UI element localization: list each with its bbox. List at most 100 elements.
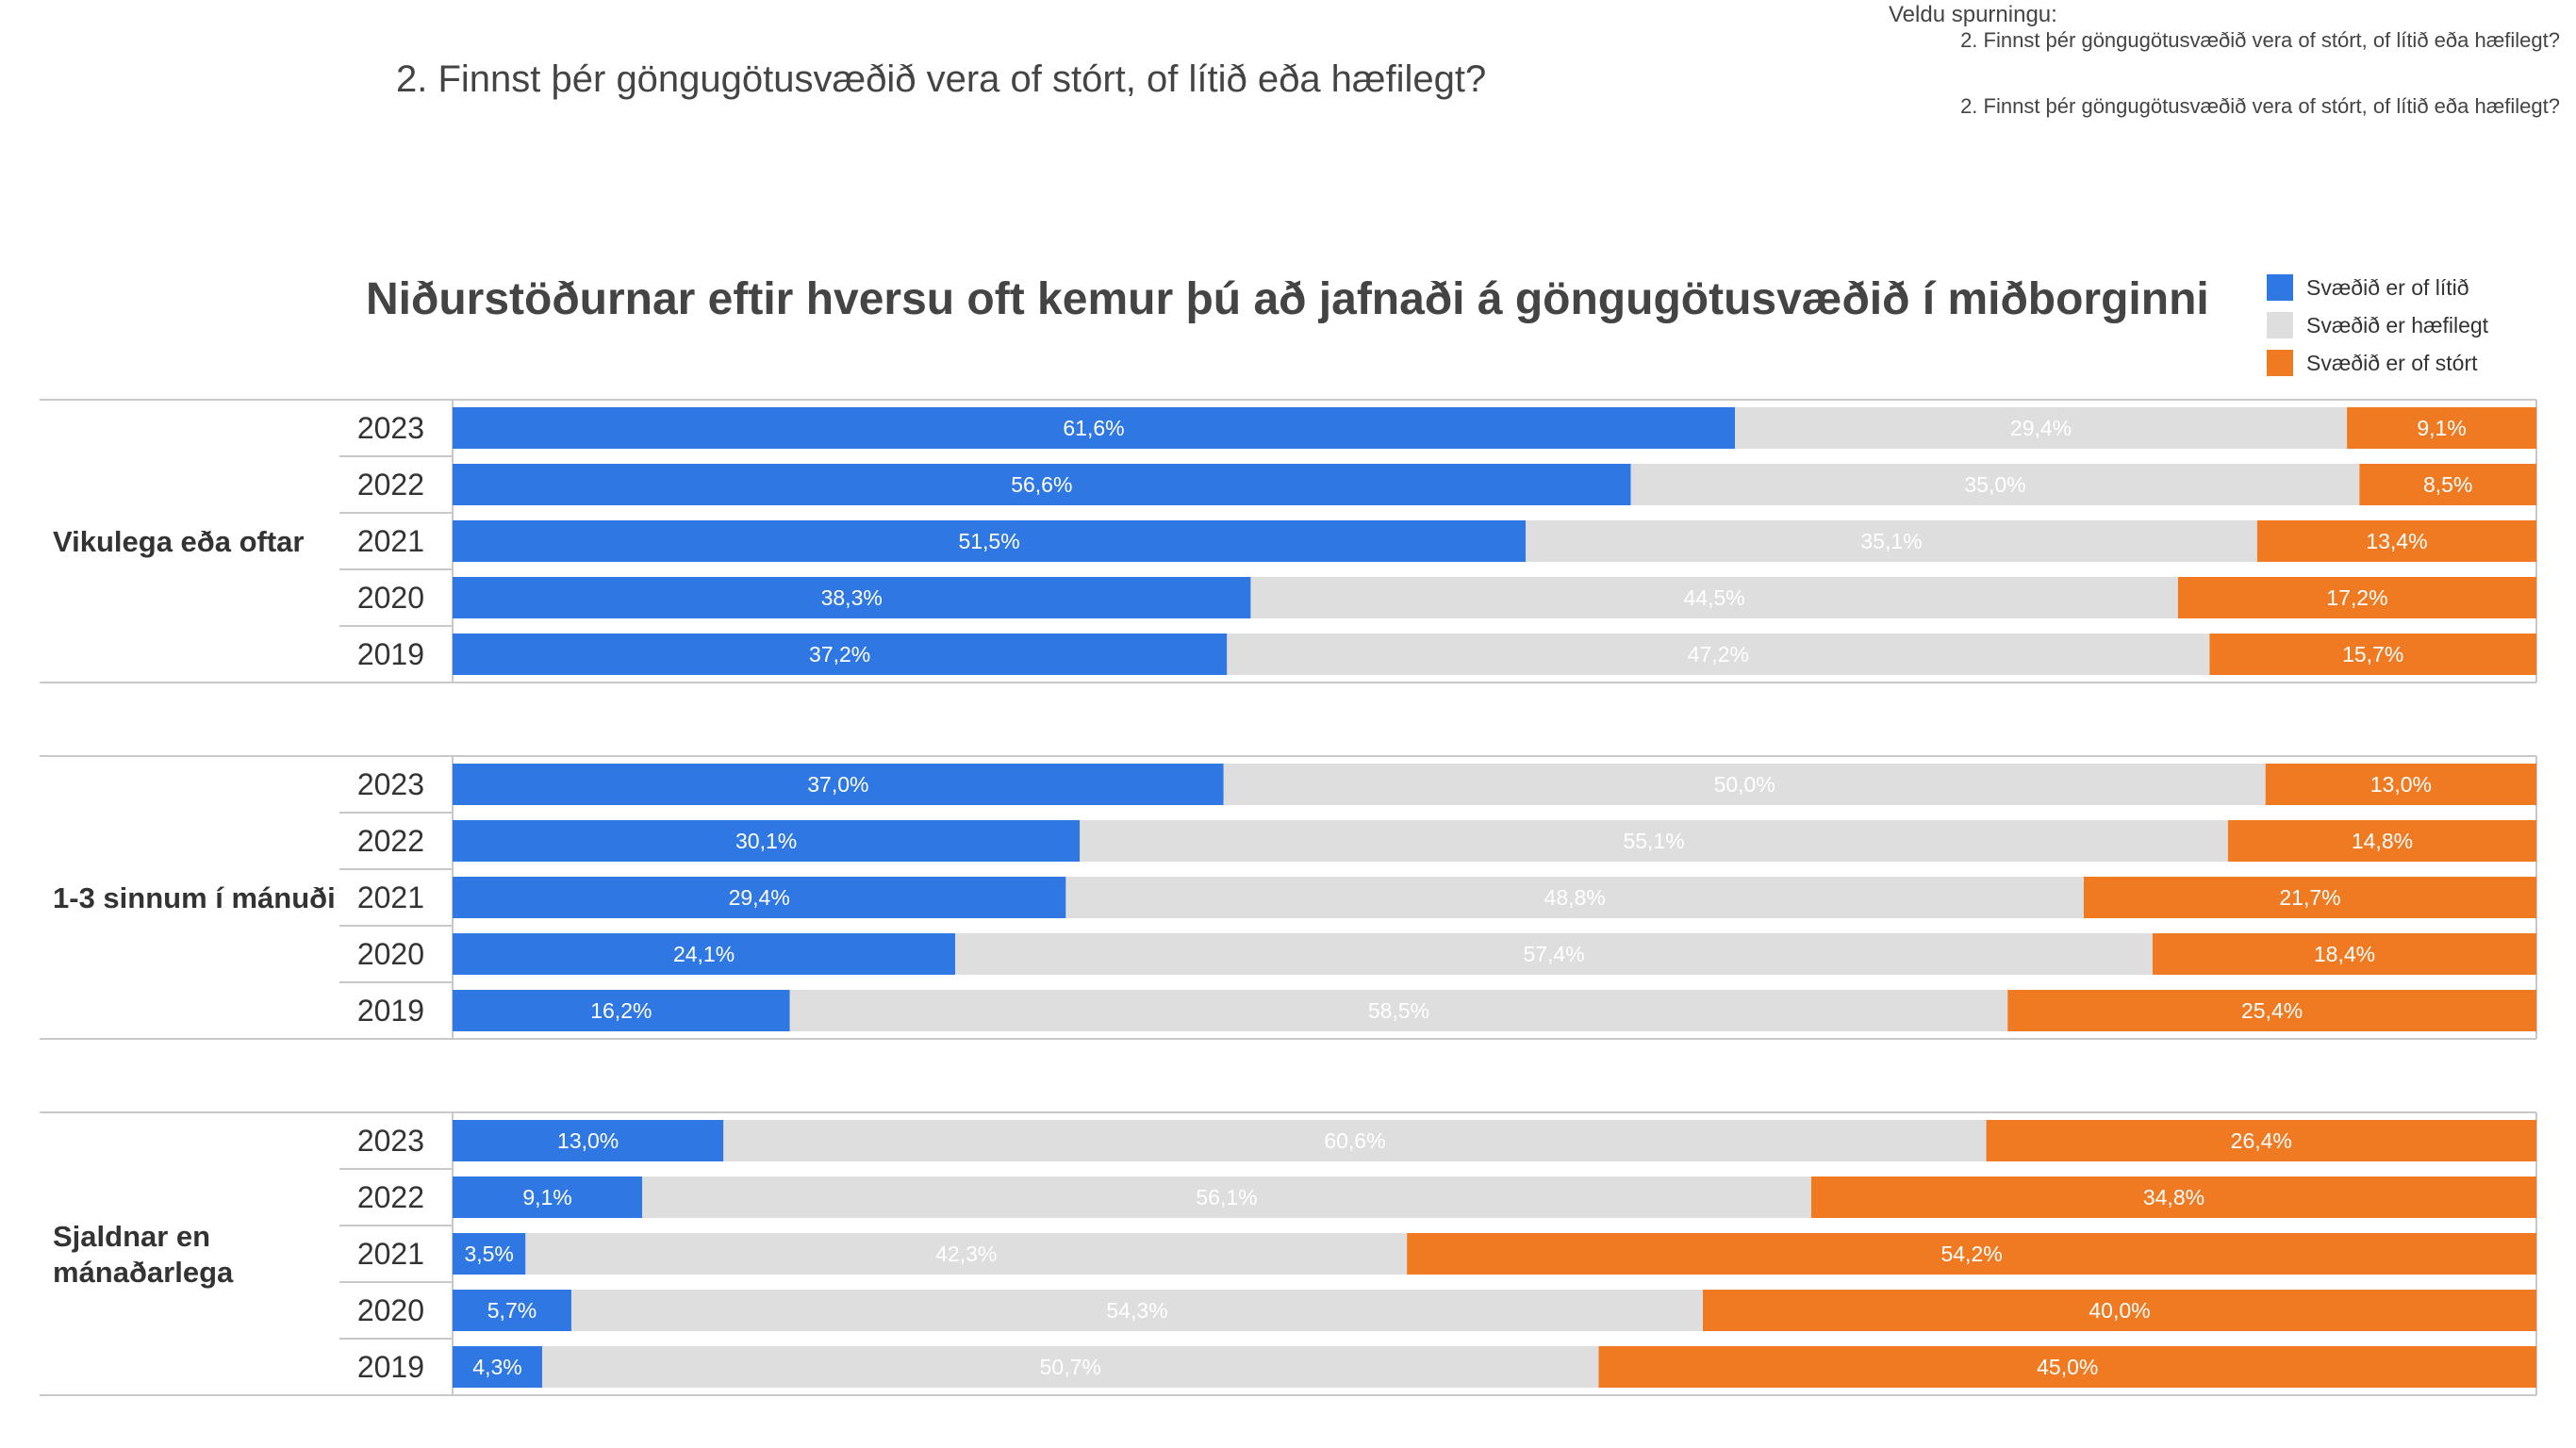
data-label: 18,4% <box>2314 942 2375 966</box>
data-label: 42,3% <box>935 1242 997 1266</box>
bar-segment-stort <box>2177 577 2536 618</box>
question-option[interactable]: 2. Finnst þér göngugötusvæðið vera of st… <box>1960 94 2560 118</box>
data-label: 34,8% <box>2143 1185 2204 1209</box>
legend-item-haefilegt[interactable]: Svæðið er hæfilegt <box>2267 306 2488 344</box>
data-label: 60,6% <box>1324 1128 1385 1153</box>
bar-segment-litid <box>453 877 1066 918</box>
bar-segment-stort <box>2083 877 2536 918</box>
bar-segment-litid <box>453 1120 724 1161</box>
bar-segment-haefilegt <box>1227 634 2210 675</box>
question-selector[interactable]: Veldu spurningu: 2. Finnst þér göngugötu… <box>1889 2 2560 119</box>
bar-segment-haefilegt <box>723 1120 1987 1161</box>
year-label: 2023 <box>357 411 424 445</box>
bar-segment-haefilegt <box>1223 764 2266 805</box>
data-label: 21,7% <box>2279 885 2340 910</box>
bar-segment-haefilegt <box>1065 877 2084 918</box>
bar-segment-stort <box>2209 634 2536 675</box>
chart-legend: Svæðið er of lítið Svæðið er hæfilegt Sv… <box>2267 269 2488 382</box>
bar-segment-haefilegt <box>789 990 2008 1031</box>
data-label: 16,2% <box>590 998 652 1023</box>
legend-swatch-gray <box>2267 312 2293 338</box>
question-heading: 2. Finnst þér göngugötusvæðið vera of st… <box>396 58 1487 100</box>
legend-item-stort[interactable]: Svæðið er of stórt <box>2267 344 2488 382</box>
bar-segment-haefilegt <box>525 1233 1408 1275</box>
data-label: 13,4% <box>2366 529 2427 553</box>
legend-swatch-orange <box>2267 350 2293 376</box>
data-label: 8,5% <box>2423 472 2472 497</box>
data-label: 54,2% <box>1940 1242 2002 1266</box>
bar-segment-stort <box>2265 764 2536 805</box>
year-label: 2023 <box>357 1124 424 1158</box>
year-label: 2022 <box>357 468 424 502</box>
chart-title: Niðurstöðurnar eftir hversu oft kemur þú… <box>366 274 2209 324</box>
bar-segment-litid <box>453 634 1228 675</box>
bar-segment-haefilegt <box>1630 464 2360 505</box>
bar-segment-haefilegt <box>542 1346 1599 1388</box>
data-label: 47,2% <box>1688 642 1749 666</box>
data-label: 44,5% <box>1684 585 1745 610</box>
data-label: 17,2% <box>2326 585 2387 610</box>
bar-segment-litid <box>453 1290 571 1331</box>
data-label: 50,7% <box>1040 1355 1101 1379</box>
bar-segment-stort <box>1810 1176 2536 1218</box>
data-label: 29,4% <box>2010 416 2072 440</box>
bar-segment-haefilegt <box>955 933 2153 975</box>
data-label: 48,8% <box>1544 885 1606 910</box>
data-label: 51,5% <box>958 529 1019 553</box>
bar-segment-stort <box>2227 820 2536 862</box>
data-label: 9,1% <box>2417 416 2466 440</box>
year-label: 2023 <box>357 767 424 801</box>
bar-segment-stort <box>1986 1120 2536 1161</box>
year-label: 2019 <box>357 994 424 1028</box>
bar-segment-stort <box>1407 1233 2536 1275</box>
bar-segment-litid <box>453 1233 526 1275</box>
group-label: mánaðarlega <box>53 1256 234 1289</box>
bar-segment-litid <box>453 407 1735 449</box>
data-label: 55,1% <box>1623 829 1684 853</box>
data-label: 13,0% <box>557 1128 619 1153</box>
year-label: 2020 <box>357 581 424 615</box>
legend-item-litid[interactable]: Svæðið er of lítið <box>2267 269 2488 306</box>
data-label: 35,0% <box>1964 472 2025 497</box>
data-label: 30,1% <box>735 829 797 853</box>
bar-segment-stort <box>2359 464 2536 505</box>
data-label: 5,7% <box>487 1298 537 1323</box>
bar-segment-haefilegt <box>1735 407 2348 449</box>
data-label: 57,4% <box>1523 942 1584 966</box>
bar-segment-litid <box>453 577 1251 618</box>
legend-label: Svæðið er of lítið <box>2306 274 2469 300</box>
data-label: 37,2% <box>809 642 870 666</box>
data-label: 35,1% <box>1860 529 1922 553</box>
data-label: 25,4% <box>2241 998 2303 1023</box>
year-label: 2022 <box>357 824 424 858</box>
data-label: 9,1% <box>522 1185 571 1209</box>
data-label: 56,1% <box>1196 1185 1257 1209</box>
year-label: 2021 <box>357 524 424 558</box>
legend-label: Svæðið er hæfilegt <box>2306 312 2489 337</box>
bar-segment-litid <box>453 1176 643 1218</box>
data-label: 13,0% <box>2370 772 2432 797</box>
data-label: 24,1% <box>673 942 735 966</box>
data-label: 50,0% <box>1714 772 1775 797</box>
bar-segment-stort <box>2007 990 2536 1031</box>
year-label: 2020 <box>357 1293 424 1327</box>
bar-segment-litid <box>453 764 1224 805</box>
data-label: 4,3% <box>472 1355 521 1379</box>
legend-swatch-blue <box>2267 274 2293 301</box>
bar-segment-haefilegt <box>1526 520 2257 562</box>
bar-segment-stort <box>1703 1290 2536 1331</box>
data-label: 56,6% <box>1011 472 1072 497</box>
bar-segment-stort <box>2152 933 2536 975</box>
group-label: Sjaldnar en <box>53 1220 210 1253</box>
data-label: 26,4% <box>2231 1128 2292 1153</box>
bar-segment-litid <box>453 1346 543 1388</box>
data-label: 40,0% <box>2089 1298 2150 1323</box>
data-label: 54,3% <box>1106 1298 1167 1323</box>
question-option[interactable]: 2. Finnst þér göngugötusvæðið vera of st… <box>1960 28 2560 52</box>
data-label: 45,0% <box>2037 1355 2098 1379</box>
data-label: 38,3% <box>821 585 883 610</box>
data-label: 29,4% <box>729 885 790 910</box>
data-label: 15,7% <box>2342 642 2403 666</box>
bar-segment-litid <box>453 520 1527 562</box>
bar-segment-litid <box>453 464 1631 505</box>
